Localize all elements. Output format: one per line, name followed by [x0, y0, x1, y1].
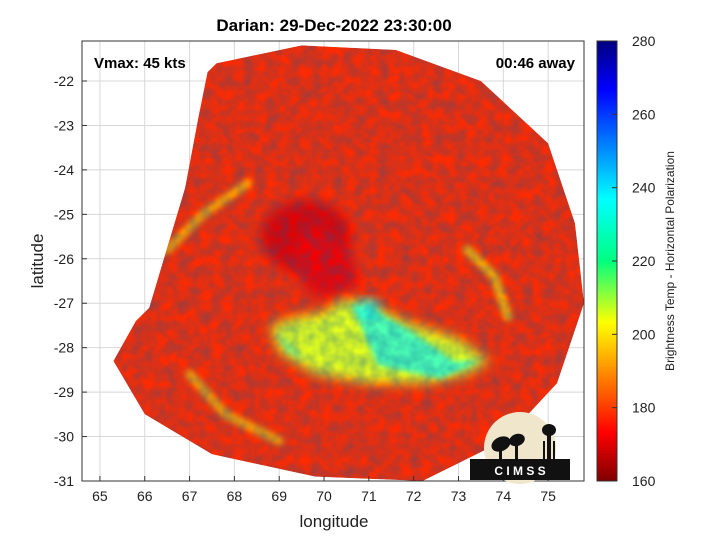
y-tick-label: -23	[54, 117, 74, 133]
colorbar-label: Brightness Temp - Horizontal Polarizatio…	[663, 151, 677, 371]
colorbar-ticks: 280 260 240 220 200 180 160	[612, 33, 656, 489]
axes-box	[81, 40, 585, 482]
x-tick-label: 67	[182, 488, 198, 504]
x-tick-label: 66	[137, 488, 153, 504]
map-title: Darian: 29-Dec-2022 23:30:00	[216, 16, 451, 35]
cimss-logo: C I M S S	[470, 412, 570, 484]
y-tick-label: -22	[54, 73, 74, 89]
logo-dish-icon	[491, 433, 525, 460]
y-tick-label: -30	[54, 429, 74, 445]
colorbar-tick-label: 200	[632, 326, 656, 342]
x-axis-label: longitude	[299, 512, 368, 531]
y-tick-label: -24	[54, 162, 74, 178]
y-tick-label: -29	[54, 384, 74, 400]
microwave-swath	[113, 45, 584, 481]
x-tick-label: 68	[227, 488, 243, 504]
axes-frame	[81, 40, 585, 482]
colorbar-tick-label: 280	[632, 33, 656, 49]
logo-banner	[470, 459, 570, 480]
x-tick-label: 65	[92, 488, 108, 504]
x-tick-label: 74	[496, 488, 512, 504]
y-tick-label: -27	[54, 295, 74, 311]
y-tick-label: -26	[54, 251, 74, 267]
logo-water-tower-icon	[542, 424, 556, 459]
x-tick-label: 71	[361, 488, 377, 504]
time-away-label: 00:46 away	[496, 55, 576, 72]
x-tick-label: 69	[271, 488, 287, 504]
colorbar-tick-label: 180	[632, 400, 656, 416]
vmax-label: Vmax: 45 kts	[94, 55, 186, 72]
y-tick-label: -28	[54, 340, 74, 356]
colorbar-tick-label: 220	[632, 253, 656, 269]
y-tick-label: -25	[54, 206, 74, 222]
y-tick-label: -31	[54, 473, 74, 489]
x-tick-label: 70	[316, 488, 332, 504]
colorbar-tick-label: 240	[632, 180, 656, 196]
colorbar-tick-label: 260	[632, 106, 656, 122]
colorbar-tick-label: 160	[632, 473, 656, 489]
y-axis-ticks: -22 -23 -24 -25 -26 -27 -28 -29 -30 -31	[54, 73, 87, 489]
colorbar: 280 260 240 220 200 180 160 Brightness Temp - …	[596, 33, 677, 489]
y-axis-label: latitude	[28, 234, 47, 289]
x-tick-label: 72	[406, 488, 422, 504]
x-axis-ticks: 65 66 67 68 69 70 71 72 73 74 75	[92, 476, 556, 504]
x-tick-label: 73	[451, 488, 467, 504]
x-tick-label: 75	[540, 488, 556, 504]
logo-text: C I M S S	[494, 464, 545, 478]
